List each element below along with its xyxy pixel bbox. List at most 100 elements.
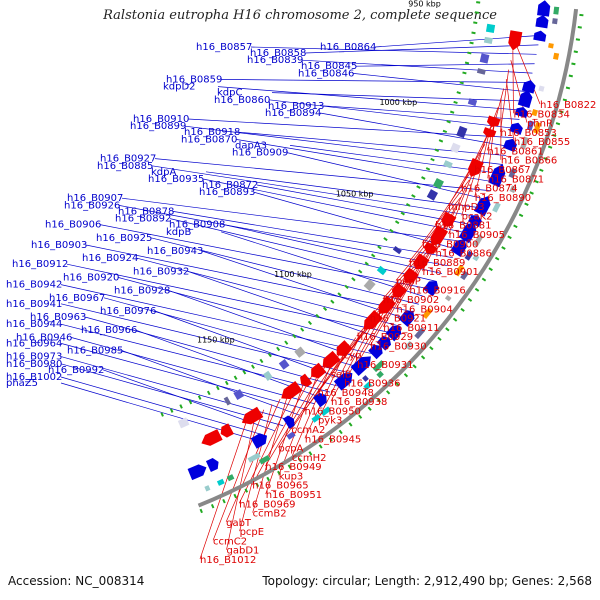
cog-feature [509,185,517,194]
inner-feature [233,389,245,400]
tick-marker [222,498,226,504]
plus-strand-gene [378,295,396,314]
inner-feature [450,142,461,154]
gene-label-right: gabD1 [227,546,260,557]
cog-feature [552,18,558,25]
cog-feature [548,43,554,49]
scale-label: 1000 kbp [379,98,417,107]
tick-marker [300,327,305,332]
leader-line-left [121,350,300,416]
tick-marker [358,414,363,419]
tick-marker [420,355,426,360]
gene-label-right: h16_B0905 [449,230,505,241]
gene-label-left: h16_B0973 [6,352,62,363]
tick-marker [358,269,363,274]
leader-line-left [150,237,419,305]
minus-strand-gene [514,107,529,119]
inner-feature [177,417,190,429]
plus-strand-gene [201,429,223,446]
gene-label-right: h16_B0874 [461,184,517,195]
cog-feature [460,270,469,281]
tick-marker [551,133,557,138]
tick-marker [573,50,578,54]
gene-label-left: dapA3 [235,140,267,151]
tick-marker [577,26,582,29]
leader-line-left [99,224,431,290]
leader-line-left [205,171,483,209]
tick-marker [459,81,464,85]
gene-label-left: h16_B0926 [64,200,120,211]
cog-feature [444,294,452,302]
tick-marker [292,334,297,339]
leader-line-left [220,231,425,298]
tick-marker [547,145,553,149]
gene-label-right: h16_B0902 [383,295,439,306]
plus-strand-gene [441,211,457,228]
plus-strand-gene [483,127,497,138]
leader-line-left [201,250,407,320]
gene-label-right: h16_B0871 [488,174,544,185]
gene-label-right: h16_B0890 [475,193,531,204]
gene-label-right: ccmB2 [253,509,287,520]
leader-line-left [84,316,338,387]
gene-label-right: h16_B0881 [435,221,491,232]
gene-label-left: h16_B0941 [6,299,62,310]
tick-marker [344,284,349,289]
leader-line-left [184,125,503,165]
gene-label-left: h16_B0913 [268,101,324,112]
tick-marker [251,364,255,369]
scale-labels: 950 kbp 1000 kbp 1050 kbp 1100 kbp 1150 kbp [197,0,441,345]
gene-label-right: h16_B0945 [305,434,361,445]
gene-label-right: h16_B0855 [514,137,570,148]
tick-marker [473,21,478,25]
tick-marker [460,307,465,312]
gene-label-left: h16_B0857 [196,42,252,53]
cog-feature [376,370,384,379]
gene-label-left: kdpD2 [163,82,196,93]
leader-line-right [317,330,364,420]
leader-line-right [512,50,514,114]
gene-label-right: h16_B0900 [422,239,478,250]
gene-label-right: gabT [226,518,252,529]
tick-marker [233,375,238,380]
tick-marker [412,364,417,369]
inner-feature [479,53,490,64]
leader-line-left [256,184,473,226]
gene-label-left: h16_B0920 [63,272,119,283]
gene-label-left: h16_B1002 [6,372,62,383]
gene-label-right: h16_B0822 [540,100,596,111]
tick-marker [308,451,313,456]
gene-label-left: h16_B0935 [148,174,204,185]
cog-feature [553,6,560,15]
gene-label-right: h16_B0916 [409,286,465,297]
gene-label-left: h16_B0860 [214,95,270,106]
gene-label-left: h16_B0893 [199,187,255,198]
tick-marker [467,297,473,302]
tick-marker [488,267,493,272]
minus-strand-gene [517,90,533,109]
gene-label-right: kup3 [279,471,304,482]
tick-marker [330,299,335,304]
gene-label-left: h16_B0839 [247,55,303,66]
inner-feature [476,68,486,75]
minus-strand-gene [282,415,295,429]
tick-marker [467,51,472,55]
gene-label-right: h16_B1012 [200,555,256,566]
tick-marker [328,437,333,442]
minus-strand-gene [350,356,371,376]
gene-label-right: h16_B0911 [383,323,439,334]
gene-label-right: selB [331,369,352,380]
tick-marker [337,292,342,297]
gene-label-left: h16_B0966 [81,325,137,336]
plus-strand-gene [508,30,523,51]
tick-marker [529,191,534,195]
plus-strand-gene [241,406,264,425]
plus-strand-gene [391,282,408,298]
gene-label-right: pyk3 [318,416,342,427]
leader-line-right [369,271,415,346]
minus-strand-gene [423,280,439,297]
tick-marker [266,476,271,482]
cog-feature [492,202,501,213]
leader-line-right [212,409,265,541]
gene-features [177,0,560,492]
